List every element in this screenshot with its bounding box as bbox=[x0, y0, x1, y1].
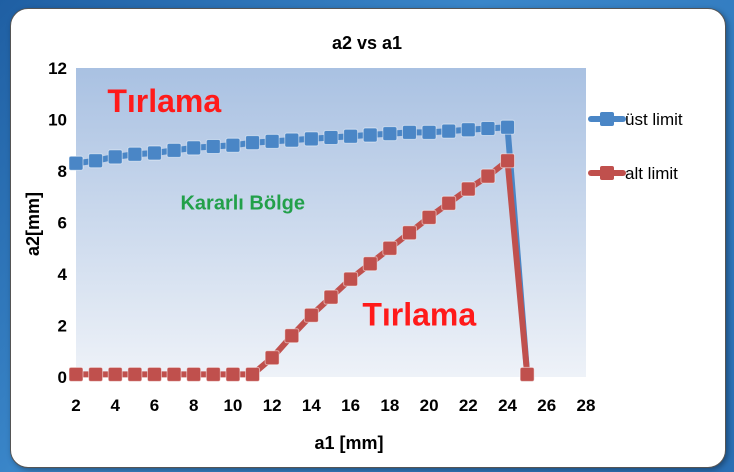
data-point bbox=[382, 126, 398, 142]
data-point bbox=[225, 366, 241, 382]
x-axis-title: a1 [mm] bbox=[314, 433, 383, 453]
data-point bbox=[441, 123, 457, 139]
data-point bbox=[460, 181, 476, 197]
annotations: Tırlama Kararlı Bölge Tırlama bbox=[107, 83, 476, 333]
data-point bbox=[480, 168, 496, 184]
x-tick-labels: 2 4 6 8 10 12 14 16 18 20 22 24 26 28 bbox=[71, 396, 595, 415]
x-tick-label: 12 bbox=[263, 396, 282, 415]
data-point bbox=[284, 328, 300, 344]
data-point bbox=[323, 130, 339, 146]
data-point bbox=[460, 122, 476, 138]
annotation-label: Tırlama bbox=[107, 83, 221, 119]
chart-card: a2 vs a1 a1 [mm] a2[mm] 0 2 4 6 8 10 12 2 4 6 8 10… bbox=[10, 8, 726, 468]
data-point bbox=[166, 142, 182, 158]
x-tick-label: 14 bbox=[302, 396, 321, 415]
chart-title: a2 vs a1 bbox=[332, 33, 402, 53]
data-point bbox=[146, 145, 162, 161]
data-point bbox=[88, 153, 104, 169]
data-point bbox=[421, 209, 437, 225]
data-point bbox=[362, 256, 378, 272]
data-point bbox=[68, 155, 84, 171]
x-tick-label: 16 bbox=[341, 396, 360, 415]
data-point bbox=[245, 366, 261, 382]
data-point bbox=[264, 350, 280, 366]
data-point bbox=[519, 366, 535, 382]
data-point bbox=[500, 153, 516, 169]
x-tick-label: 24 bbox=[498, 396, 517, 415]
data-point bbox=[421, 124, 437, 140]
data-point bbox=[186, 366, 202, 382]
data-point bbox=[127, 146, 143, 162]
plot-area bbox=[76, 68, 586, 377]
data-point bbox=[107, 149, 123, 165]
x-tick-label: 20 bbox=[420, 396, 439, 415]
data-point bbox=[264, 133, 280, 149]
data-point bbox=[303, 131, 319, 147]
data-point bbox=[205, 366, 221, 382]
x-tick-label: 22 bbox=[459, 396, 478, 415]
legend-swatch-marker bbox=[600, 112, 614, 126]
annotation-label: Tırlama bbox=[362, 297, 476, 333]
x-tick-label: 4 bbox=[110, 396, 120, 415]
data-point bbox=[146, 366, 162, 382]
data-point bbox=[500, 119, 516, 135]
data-point bbox=[382, 240, 398, 256]
y-axis-title: a2[mm] bbox=[23, 192, 43, 256]
data-point bbox=[284, 132, 300, 148]
data-point bbox=[323, 289, 339, 305]
x-tick-label: 8 bbox=[189, 396, 198, 415]
data-point bbox=[186, 140, 202, 156]
data-point bbox=[88, 366, 104, 382]
data-point bbox=[205, 139, 221, 155]
data-point bbox=[362, 127, 378, 143]
data-point bbox=[225, 137, 241, 153]
data-point bbox=[401, 124, 417, 140]
y-tick-label: 0 bbox=[58, 368, 67, 387]
y-tick-label: 10 bbox=[48, 111, 67, 130]
data-point bbox=[166, 366, 182, 382]
y-tick-labels: 0 2 4 6 8 10 12 bbox=[48, 59, 67, 387]
y-tick-label: 2 bbox=[58, 317, 67, 336]
data-point bbox=[303, 307, 319, 323]
x-tick-label: 10 bbox=[223, 396, 242, 415]
data-point bbox=[441, 195, 457, 211]
y-tick-label: 12 bbox=[48, 59, 67, 78]
legend-label: üst limit bbox=[625, 110, 683, 129]
data-point bbox=[401, 225, 417, 241]
data-point bbox=[107, 366, 123, 382]
legend-label: alt limit bbox=[625, 164, 678, 183]
x-tick-label: 28 bbox=[577, 396, 596, 415]
y-tick-label: 4 bbox=[58, 265, 68, 284]
x-tick-label: 2 bbox=[71, 396, 80, 415]
y-tick-label: 6 bbox=[58, 214, 67, 233]
x-tick-label: 6 bbox=[150, 396, 159, 415]
x-tick-label: 18 bbox=[380, 396, 399, 415]
data-point bbox=[480, 121, 496, 137]
data-point bbox=[127, 366, 143, 382]
legend: üst limit alt limit bbox=[588, 110, 683, 183]
data-point bbox=[343, 271, 359, 287]
annotation-label: Kararlı Bölge bbox=[180, 193, 304, 215]
y-tick-label: 8 bbox=[58, 162, 67, 181]
series-group bbox=[68, 119, 535, 382]
data-point bbox=[343, 128, 359, 144]
legend-swatch-marker bbox=[600, 166, 614, 180]
data-point bbox=[68, 366, 84, 382]
data-point bbox=[245, 135, 261, 151]
x-tick-label: 26 bbox=[537, 396, 556, 415]
